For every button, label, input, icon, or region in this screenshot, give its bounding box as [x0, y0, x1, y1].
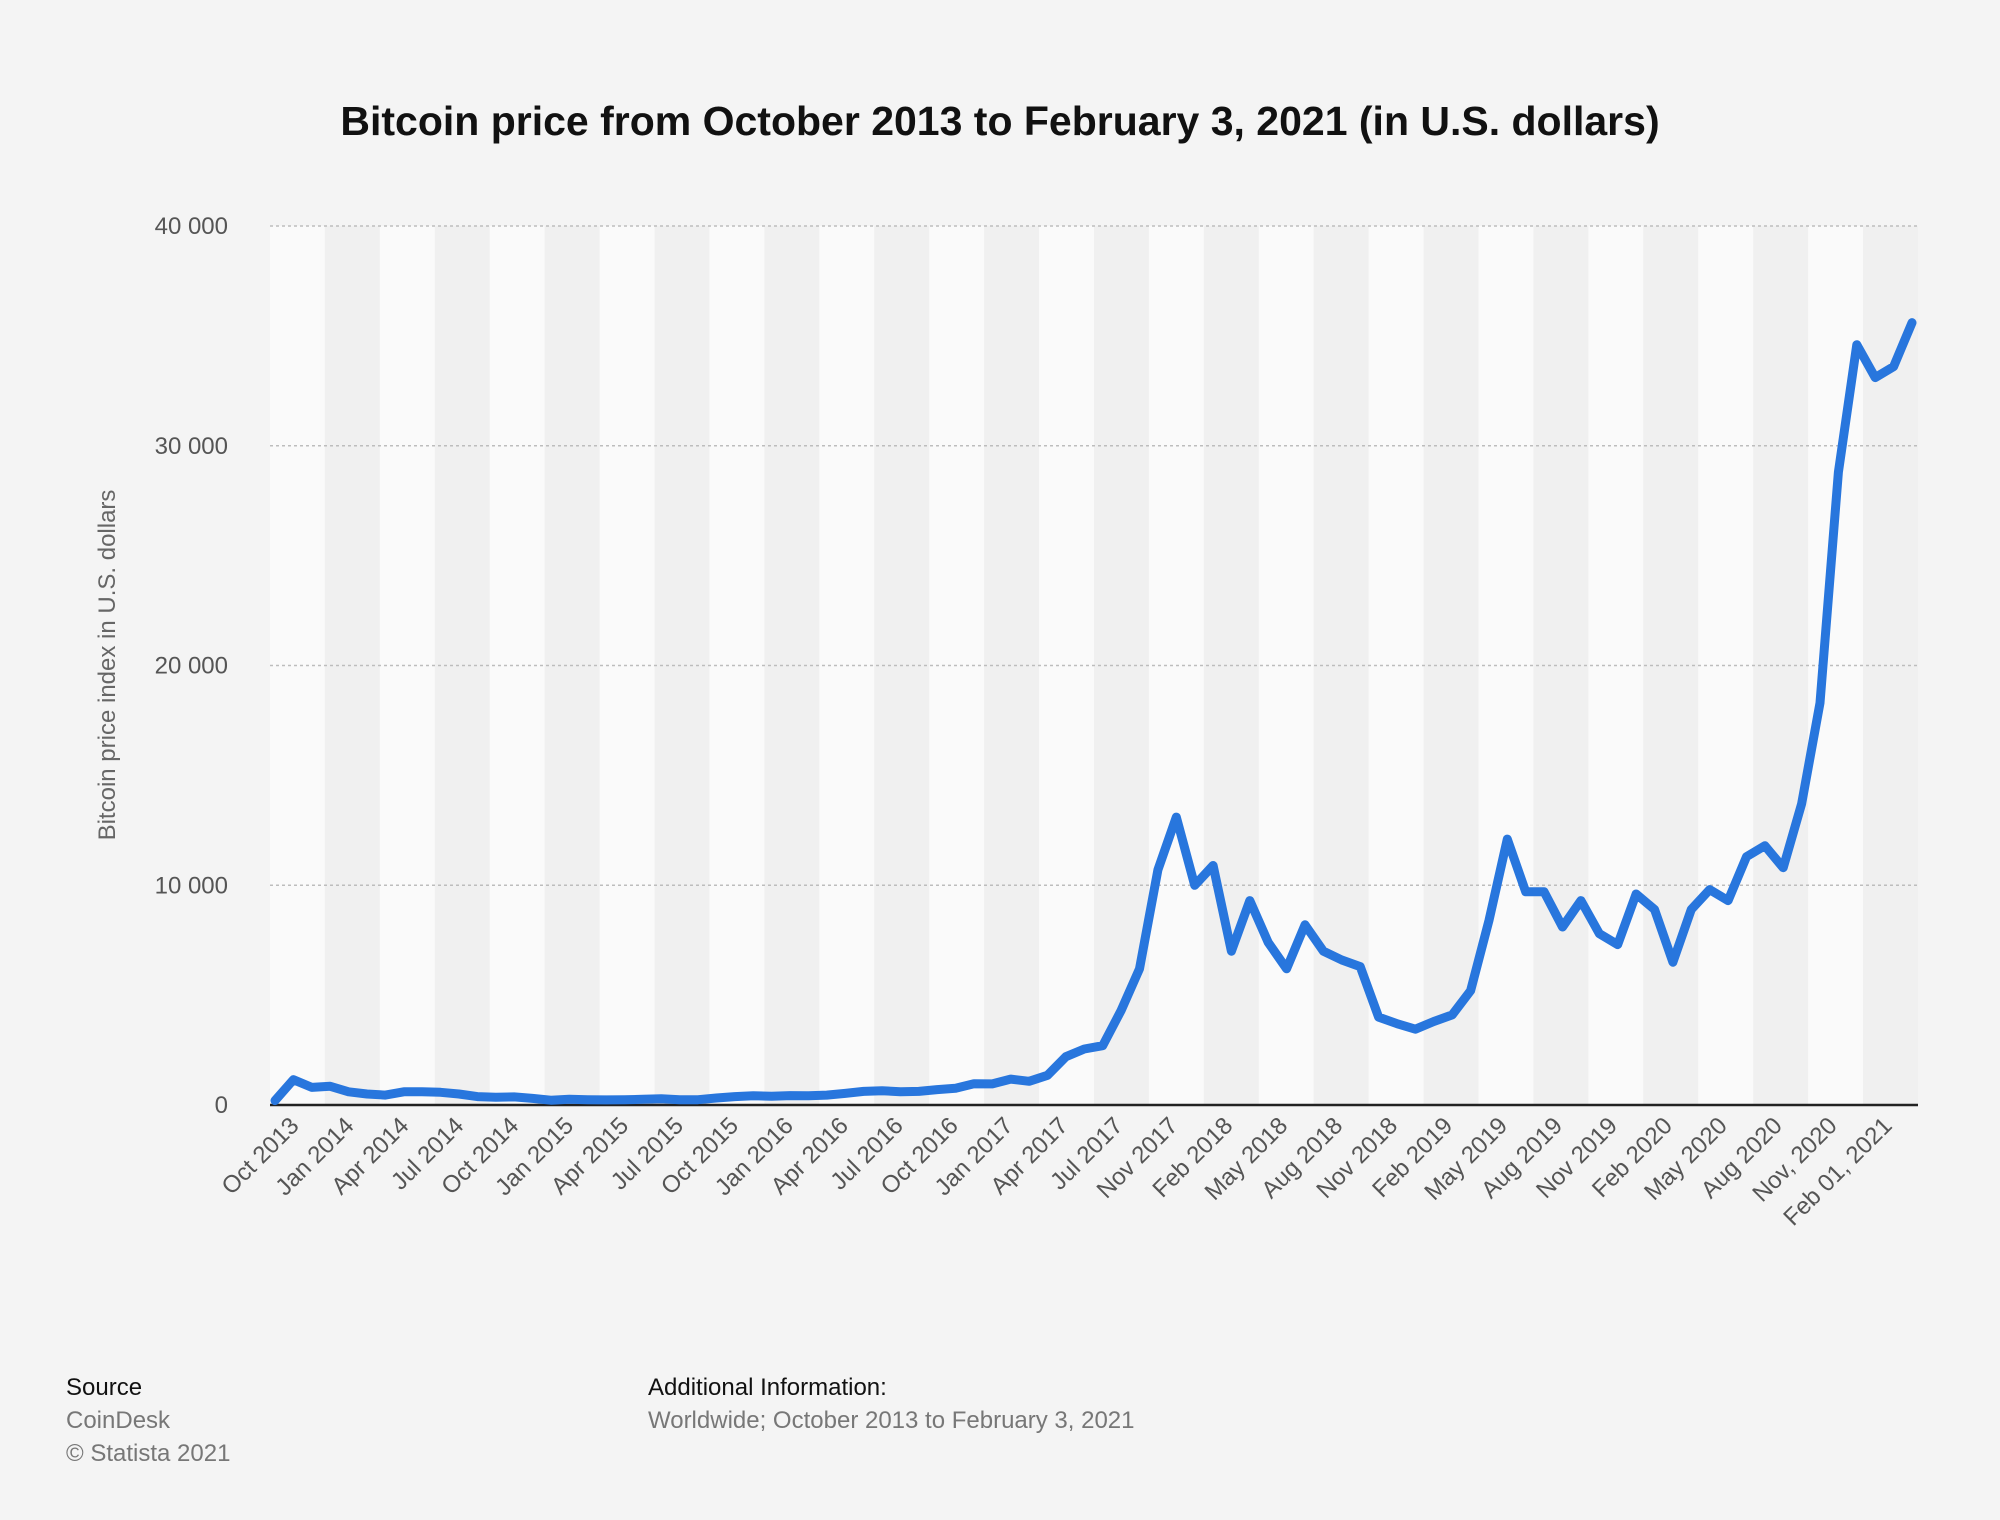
additional-info-block: Additional Information: Worldwide; Octob…: [648, 1371, 1135, 1437]
background-band: [1753, 226, 1809, 1105]
background-band: [984, 226, 1040, 1105]
y-axis-ticks: 0 10 000 20 000 30 000 40 000: [155, 213, 228, 1119]
source-block: Source CoinDesk © Statista 2021: [66, 1371, 230, 1470]
source-heading: Source: [66, 1374, 143, 1401]
background-band: [379, 226, 435, 1105]
background-band: [324, 226, 380, 1105]
chart-title: Bitcoin price from October 2013 to Febru…: [340, 98, 1660, 144]
background-band: [1698, 226, 1754, 1105]
background-band: [709, 226, 765, 1105]
additional-info-heading: Additional Information:: [648, 1374, 887, 1401]
background-band: [270, 226, 325, 1105]
y-tick-label: 30 000: [155, 433, 228, 460]
y-tick-label: 40 000: [155, 213, 228, 240]
y-tick-label: 0: [215, 1092, 228, 1119]
background-band: [1423, 226, 1479, 1105]
background-band: [654, 226, 710, 1105]
gridlines: [270, 225, 1918, 886]
series-line-bitcoin-price: [270, 318, 1917, 1106]
source-name: CoinDesk: [66, 1407, 171, 1434]
background-band: [1368, 226, 1424, 1105]
additional-info-text: Worldwide; October 2013 to February 3, 2…: [648, 1407, 1135, 1434]
y-axis-label: Bitcoin price index in U.S. dollars: [94, 490, 121, 841]
y-tick-label: 20 000: [155, 653, 228, 680]
background-band: [1039, 226, 1094, 1105]
copyright-text: © Statista 2021: [66, 1440, 231, 1467]
y-tick-label: 10 000: [155, 872, 228, 899]
